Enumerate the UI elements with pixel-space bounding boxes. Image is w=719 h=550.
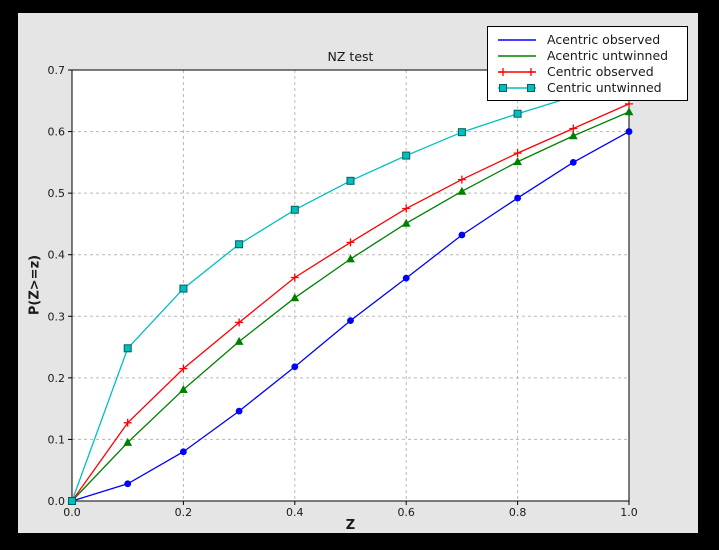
y-tick-label: 0.5 (48, 187, 66, 200)
legend-item-label: Acentric observed (547, 32, 661, 47)
y-tick-label: 0.1 (48, 433, 66, 446)
triangle-marker (401, 218, 411, 227)
square-marker (527, 84, 535, 92)
plus-marker (179, 364, 188, 373)
y-tick-label: 0.4 (48, 249, 66, 262)
square-marker (513, 109, 522, 118)
legend-sample-triangle (498, 55, 536, 57)
circle-marker (235, 407, 243, 415)
triangle-marker (624, 107, 634, 116)
triangle-marker (234, 336, 244, 345)
circle-marker (569, 158, 577, 166)
x-axis-label: Z (345, 518, 356, 533)
circle-marker (402, 274, 410, 282)
square-marker (499, 84, 507, 92)
x-tick-label: 1.0 (620, 506, 638, 519)
legend-sample-plus (498, 68, 536, 76)
legend-item-label: Centric observed (547, 64, 654, 79)
circle-marker (347, 317, 354, 324)
chart-title: NZ test (327, 49, 374, 64)
plus-marker (235, 318, 244, 327)
square-marker (179, 284, 188, 293)
square-marker (235, 240, 244, 249)
plus-marker (346, 238, 355, 247)
y-axis-label: P(Z>=z) (27, 254, 43, 316)
plot: 0.0 0.2 0.4 0.6 0.8 1.0 0.0 0.1 0.2 0.3 0.4 0.5 0.6 0… (48, 64, 638, 519)
y-tick-label: 0.3 (48, 310, 66, 323)
circle-marker (291, 363, 299, 371)
square-marker (123, 344, 132, 353)
plus-marker (457, 175, 466, 184)
legend-item-label: Acentric untwinned (547, 48, 669, 63)
plus-marker (499, 68, 507, 76)
circle-marker (514, 194, 521, 202)
plus-marker (402, 204, 411, 213)
y-tick-label: 0.6 (48, 126, 66, 139)
square-marker (290, 205, 299, 214)
triangle-marker (457, 186, 467, 195)
triangle-marker (513, 157, 522, 166)
plus-marker (513, 149, 522, 158)
legend-item: Acentric untwinned (496, 48, 679, 64)
y-tick-label: 0.2 (48, 372, 66, 385)
plus-marker (123, 418, 132, 427)
circle-marker (458, 231, 466, 239)
legend-item: Acentric observed (496, 32, 679, 48)
figure-canvas: 0.0 0.2 0.4 0.6 0.8 1.0 0.0 0.1 0.2 0.3 0.4 0.5 0.6 0… (18, 13, 698, 533)
legend-sample-square (498, 84, 536, 92)
y-tick-label: 0.7 (48, 64, 66, 77)
x-tick-label: 0.8 (509, 506, 527, 519)
square-marker (457, 128, 466, 137)
plus-marker (569, 124, 578, 133)
y-tick-label: 0.0 (48, 495, 66, 508)
legend-item: Centric untwinned (496, 80, 679, 96)
circle-marker (124, 480, 132, 488)
plot-area (72, 70, 629, 501)
triangle-marker (568, 131, 578, 140)
legend-item-label: Centric untwinned (547, 80, 662, 95)
legend: Acentric observed Acentric untwinned Centr… (487, 26, 688, 101)
circle-marker (180, 448, 187, 456)
square-marker (402, 151, 411, 160)
series-centric-observed (68, 99, 633, 505)
x-tick-label: 0.0 (63, 506, 81, 519)
square-marker (346, 176, 355, 185)
triangle-marker (290, 293, 300, 302)
legend-sample-circle (498, 39, 536, 41)
triangle-marker (123, 437, 133, 446)
x-tick-label: 0.2 (175, 506, 193, 519)
triangle-marker (346, 254, 355, 263)
x-tick-label: 0.6 (397, 506, 415, 519)
plus-marker (527, 68, 535, 76)
x-tick-label: 0.4 (286, 506, 304, 519)
axes-frame (71, 69, 630, 502)
plus-marker (625, 99, 633, 108)
legend-item: Centric observed (496, 64, 679, 80)
circle-marker (625, 128, 633, 135)
triangle-marker (179, 384, 188, 393)
plus-marker (290, 273, 299, 282)
square-marker (68, 497, 76, 505)
